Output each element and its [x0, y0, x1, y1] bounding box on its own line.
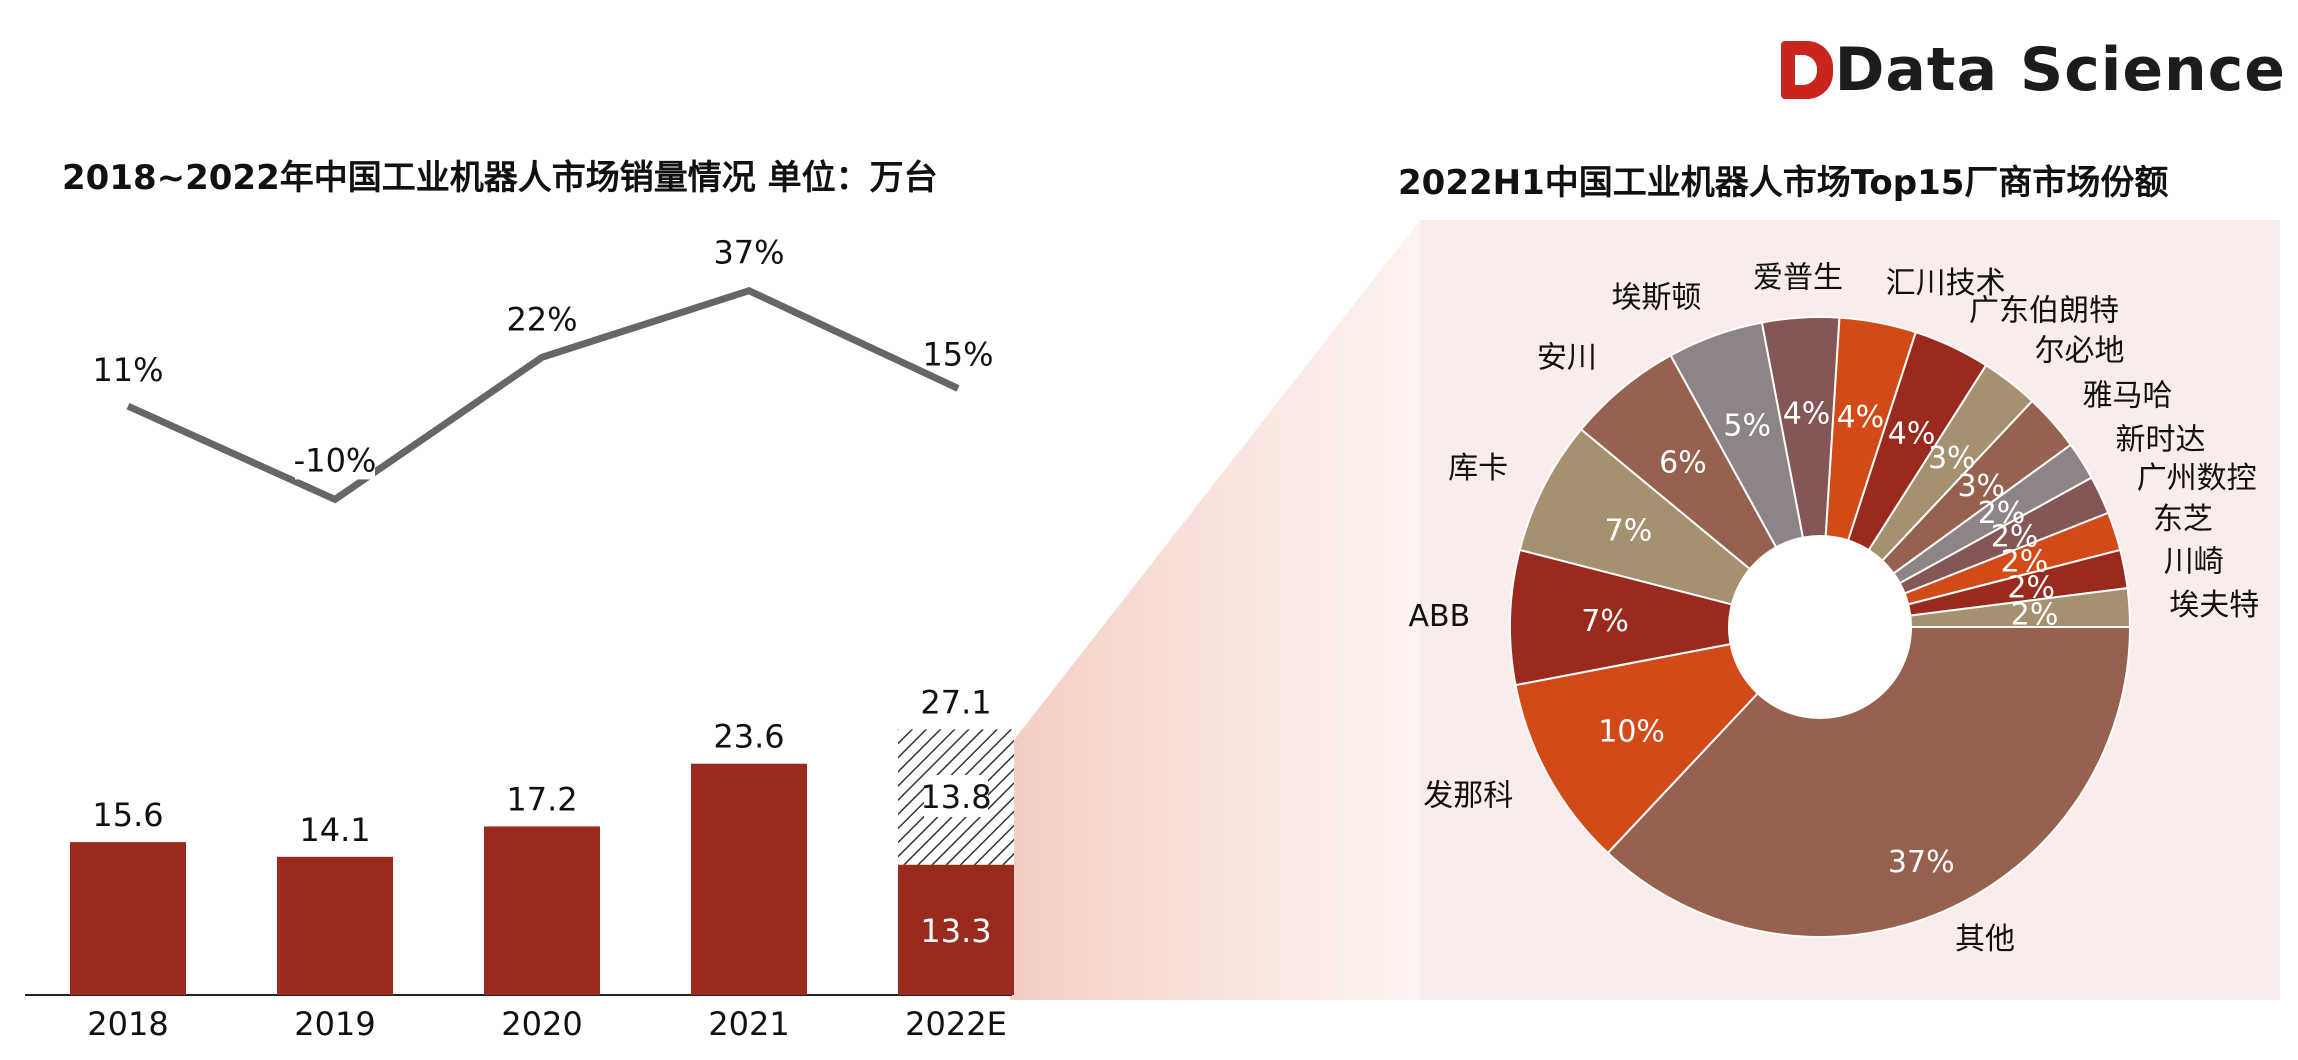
- pie-category-label: 汇川技术: [1886, 266, 2006, 301]
- pie-pct-label: 4%: [1888, 416, 1936, 451]
- pie-category-label: 其他: [1955, 922, 2015, 957]
- x-tick-label: 2018: [87, 1005, 168, 1043]
- x-tick-label: 2022E: [905, 1005, 1007, 1043]
- x-tick-label: 2020: [501, 1005, 582, 1043]
- growth-label: 11%: [92, 351, 163, 389]
- pie-category-label: 埃夫特: [2169, 588, 2259, 623]
- logo-d-icon: [1780, 41, 1833, 99]
- bar-2019: [277, 856, 393, 995]
- bar-value-label: 14.1: [299, 811, 370, 849]
- pie-pct-label: 6%: [1659, 445, 1707, 480]
- bar-segment-label-h1: 13.3: [920, 912, 991, 950]
- pie-category-label: 广东伯朗特: [1969, 293, 2119, 328]
- pie-category-label: 发那科: [1423, 779, 1513, 814]
- x-tick-label: 2019: [294, 1005, 375, 1043]
- growth-label: 37%: [713, 234, 784, 272]
- growth-label: 15%: [922, 335, 993, 373]
- pie-slice-其他: [1606, 626, 2132, 938]
- pie-category-label: 埃斯顿: [1611, 281, 1701, 316]
- bar-2022E-h1: [898, 864, 1014, 995]
- bar-value-label: 17.2: [506, 780, 577, 818]
- pie-pct-label: 2%: [2011, 598, 2059, 633]
- pie-pct-label: 2%: [2001, 545, 2049, 580]
- pie-pct-label: 5%: [1723, 409, 1771, 444]
- pie-pct-label: 4%: [1783, 396, 1831, 431]
- pie-pct-label: 3%: [1957, 469, 2005, 504]
- bar-2020: [484, 826, 600, 995]
- pie-category-label: ABB: [1408, 599, 1470, 634]
- zoom-connector: [1010, 220, 1420, 1000]
- pie-category-label: 爱普生: [1753, 261, 1843, 296]
- logo-text: Data Science: [1834, 35, 2286, 105]
- pie-pct-label: 4%: [1836, 400, 1884, 435]
- pie-pct-label: 2%: [2007, 571, 2055, 606]
- bar-2021: [691, 763, 807, 995]
- pie-pct-label: 7%: [1605, 513, 1653, 548]
- x-tick-label: 2021: [708, 1005, 789, 1043]
- pie-category-label: 尔必地: [2035, 333, 2125, 368]
- donut-hole: [1728, 535, 1912, 719]
- pie-pct-label: 2%: [1978, 496, 2026, 531]
- pie-category-label: 雅马哈: [2083, 379, 2173, 414]
- growth-line: [126, 286, 960, 504]
- pie-pct-label: 3%: [1928, 441, 1976, 476]
- pie-category-label: 安川: [1537, 340, 1597, 375]
- pie-category-label: 川崎: [2164, 544, 2224, 579]
- growth-label-background: [295, 439, 375, 480]
- bar-segment-label-h2: 13.8: [920, 778, 991, 816]
- bar-total-label: 27.1: [920, 683, 991, 721]
- pie-pct-label: 2%: [1991, 519, 2039, 554]
- pie-slice-发那科: [1514, 625, 1823, 855]
- pie-slice-ABB: [1509, 548, 1821, 687]
- segment-label-background: [924, 775, 988, 818]
- brand-logo: Data Science: [1780, 30, 2286, 110]
- pie-pct-label: 7%: [1581, 604, 1629, 639]
- pie-category-label: 广州数控: [2137, 461, 2257, 496]
- growth-label: 22%: [506, 300, 577, 338]
- pie-pct-label: 37%: [1888, 845, 1955, 880]
- growth-label: -10%: [294, 441, 377, 479]
- pie-pct-label: 10%: [1598, 715, 1665, 750]
- bar-2018: [70, 842, 186, 995]
- bar-value-label: 15.6: [92, 796, 163, 834]
- pie-category-label: 库卡: [1448, 451, 1508, 486]
- pie-category-label: 新时达: [2116, 422, 2206, 457]
- bar-value-label: 23.6: [713, 718, 784, 756]
- bar-chart-title: 2018~2022年中国工业机器人市场销量情况 单位：万台: [62, 158, 938, 198]
- pie-chart-title: 2022H1中国工业机器人市场Top15厂商市场份额: [1398, 163, 2169, 203]
- pie-category-label: 东芝: [2153, 502, 2213, 537]
